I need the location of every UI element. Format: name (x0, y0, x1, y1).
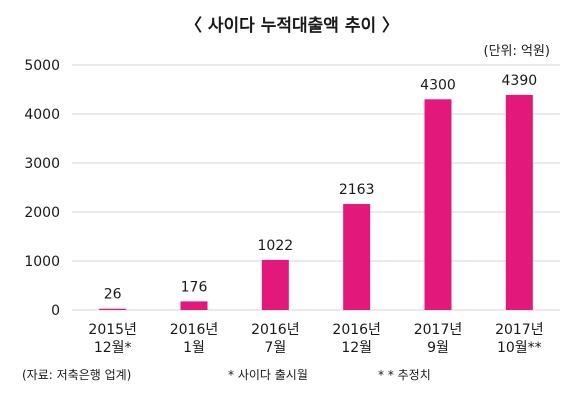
x-axis-tick-labels: 2015년 12월* 2016년 1월 2016년 7월 2016년 12월 2017년 9월 20… (88, 322, 543, 356)
x-tick-label-month: 1월 (183, 340, 205, 356)
data-label: 2163 (339, 182, 375, 198)
bar (424, 99, 452, 310)
data-label: 4300 (420, 77, 456, 93)
y-tick-label: 0 (51, 303, 60, 319)
chart-title: 〈 사이다 누적대출액 추이 〉 (185, 15, 399, 36)
launch-month-note: * 사이다 출시월 (228, 368, 308, 382)
y-tick-label: 2000 (24, 205, 60, 221)
data-label: 176 (181, 279, 208, 295)
source-note: (자료: 저축은행 업계) (22, 367, 131, 382)
estimate-note: * * 추정치 (378, 368, 431, 382)
data-label: 4390 (502, 73, 538, 89)
data-labels: 26 176 1022 2163 4300 4390 (104, 73, 537, 303)
x-tick-label-month: 12월* (94, 340, 132, 356)
x-tick-label-year: 2017년 (414, 322, 463, 338)
bar (99, 308, 127, 310)
x-tick-label-month: 12월 (341, 340, 372, 356)
y-tick-label: 3000 (24, 156, 60, 172)
y-tick-label: 4000 (24, 107, 60, 123)
data-label: 1022 (258, 238, 294, 254)
bar (261, 259, 289, 310)
bar (505, 94, 533, 310)
bars (99, 94, 533, 310)
x-tick-label-month: 7월 (264, 340, 286, 356)
y-tick-label: 5000 (24, 58, 60, 74)
x-tick-label-year: 2017년 (495, 322, 544, 338)
x-tick-label-month: 9월 (427, 340, 449, 356)
x-tick-label-year: 2016년 (170, 322, 219, 338)
x-tick-label-year: 2016년 (332, 322, 381, 338)
x-tick-label-year: 2015년 (88, 322, 137, 338)
data-label: 26 (104, 287, 122, 303)
x-tick-label-month: 10월** (497, 340, 542, 356)
y-tick-label: 1000 (24, 254, 60, 270)
gridlines (72, 64, 560, 311)
bar (180, 301, 208, 310)
bar (343, 204, 371, 310)
y-axis-tick-labels: 0 1000 2000 3000 4000 5000 (24, 58, 60, 319)
unit-note: (단위: 억원) (484, 44, 551, 59)
x-tick-label-year: 2016년 (251, 322, 300, 338)
